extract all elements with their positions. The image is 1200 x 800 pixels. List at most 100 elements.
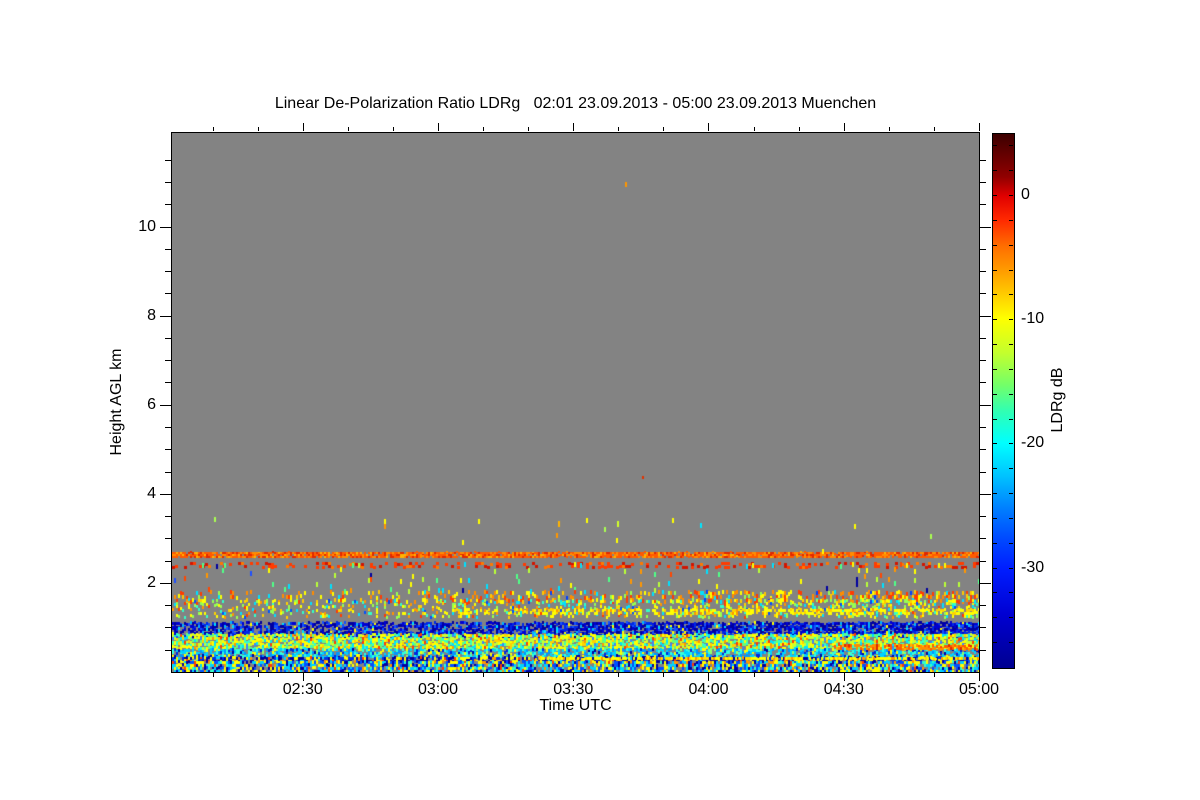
x-minor-tick-top	[888, 127, 890, 131]
y-tick-label: 2	[147, 573, 156, 591]
x-minor-tick	[483, 673, 485, 677]
x-major-tick	[573, 673, 575, 681]
y-major-tick	[160, 493, 171, 495]
x-minor-tick-top	[663, 127, 665, 131]
colorbar-minor-tick-right	[1009, 170, 1013, 172]
y-minor-tick	[165, 360, 171, 362]
y-tick-label: 10	[138, 217, 156, 235]
plot-frame	[171, 132, 980, 673]
colorbar-minor-tick	[993, 269, 997, 271]
x-minor-tick	[528, 673, 530, 677]
y-minor-tick-right	[980, 159, 986, 161]
colorbar-minor-tick-right	[1009, 244, 1013, 246]
x-tick-label: 03:00	[417, 681, 458, 698]
y-minor-tick-right	[980, 627, 986, 629]
colorbar-minor-tick	[993, 368, 997, 370]
colorbar-minor-tick	[993, 418, 997, 420]
x-major-tick	[979, 673, 980, 681]
colorbar-tick-label: -10	[1021, 310, 1045, 328]
y-major-tick-right	[980, 582, 991, 584]
y-minor-tick-right	[980, 360, 986, 362]
x-minor-tick-top	[347, 127, 349, 131]
colorbar-minor-tick-right	[1009, 344, 1013, 346]
x-minor-tick	[753, 673, 755, 677]
y-axis-title: Height AGL km	[108, 348, 125, 456]
x-major-tick	[708, 673, 710, 681]
colorbar-minor-tick	[993, 617, 997, 619]
x-minor-tick-top	[933, 127, 935, 131]
chart-title: Linear De-Polarization Ratio LDRg 02:01 …	[274, 95, 877, 112]
colorbar-minor-tick	[993, 393, 997, 395]
colorbar-minor-tick	[993, 145, 997, 147]
y-minor-tick	[165, 271, 171, 273]
colorbar-minor-tick	[993, 244, 997, 246]
colorbar	[992, 133, 1015, 669]
x-minor-tick-top	[618, 127, 620, 131]
x-minor-tick-top	[483, 127, 485, 131]
x-minor-tick-top	[798, 127, 800, 131]
colorbar-tick-label: -30	[1021, 558, 1045, 576]
y-minor-tick	[165, 471, 171, 473]
x-major-tick-top	[437, 123, 439, 131]
x-minor-tick-top	[257, 127, 259, 131]
x-major-tick-top	[573, 123, 575, 131]
colorbar-minor-tick-right	[1009, 195, 1013, 197]
x-major-tick-top	[302, 123, 304, 131]
y-minor-tick	[165, 449, 171, 451]
y-minor-tick	[165, 248, 171, 250]
x-major-tick	[437, 673, 439, 681]
colorbar-minor-tick	[993, 517, 997, 519]
x-minor-tick	[392, 673, 394, 677]
colorbar-minor-tick-right	[1009, 642, 1013, 644]
colorbar-minor-tick	[993, 344, 997, 346]
colorbar-title: LDRg dB	[1049, 367, 1066, 433]
colorbar-minor-tick	[993, 294, 997, 296]
y-minor-tick-right	[980, 449, 986, 451]
y-minor-tick	[165, 605, 171, 607]
y-minor-tick-right	[980, 649, 986, 651]
colorbar-minor-tick-right	[1009, 368, 1013, 370]
x-minor-tick	[618, 673, 620, 677]
y-major-tick	[160, 315, 171, 317]
x-major-tick	[843, 673, 845, 681]
y-minor-tick	[165, 516, 171, 518]
y-major-tick-right	[980, 226, 991, 228]
y-major-tick-right	[980, 315, 991, 317]
x-major-tick	[302, 673, 304, 681]
y-minor-tick-right	[980, 182, 986, 183]
colorbar-minor-tick	[993, 542, 997, 544]
x-minor-tick	[933, 673, 935, 677]
y-minor-tick	[165, 382, 171, 384]
y-major-tick	[160, 226, 171, 228]
y-major-tick	[160, 404, 171, 406]
y-minor-tick-right	[980, 471, 986, 473]
colorbar-minor-tick-right	[1009, 219, 1013, 221]
y-tick-label: 4	[147, 484, 156, 502]
colorbar-minor-tick-right	[1009, 319, 1013, 321]
colorbar-minor-tick-right	[1009, 617, 1013, 619]
colorbar-tick-label: -20	[1021, 434, 1045, 452]
x-tick-label: 03:30	[553, 681, 594, 698]
y-minor-tick-right	[980, 382, 986, 384]
y-minor-tick	[165, 427, 171, 428]
colorbar-gradient	[993, 134, 1014, 668]
x-tick-label: 05:00	[958, 681, 1000, 698]
y-minor-tick-right	[980, 337, 986, 339]
colorbar-minor-tick-right	[1009, 542, 1013, 544]
x-major-tick-top	[979, 123, 980, 131]
y-minor-tick	[165, 204, 171, 206]
y-minor-tick	[165, 337, 171, 339]
x-minor-tick	[347, 673, 349, 677]
colorbar-minor-tick-right	[1009, 443, 1013, 445]
y-minor-tick-right	[980, 538, 986, 540]
y-minor-tick-right	[980, 516, 986, 518]
colorbar-minor-tick-right	[1009, 393, 1013, 395]
x-tick-label: 02:30	[282, 681, 323, 698]
y-minor-tick	[165, 538, 171, 540]
y-minor-tick-right	[980, 427, 986, 428]
x-minor-tick	[888, 673, 890, 677]
y-minor-tick-right	[980, 560, 986, 562]
colorbar-minor-tick	[993, 170, 997, 172]
colorbar-minor-tick	[993, 443, 997, 445]
